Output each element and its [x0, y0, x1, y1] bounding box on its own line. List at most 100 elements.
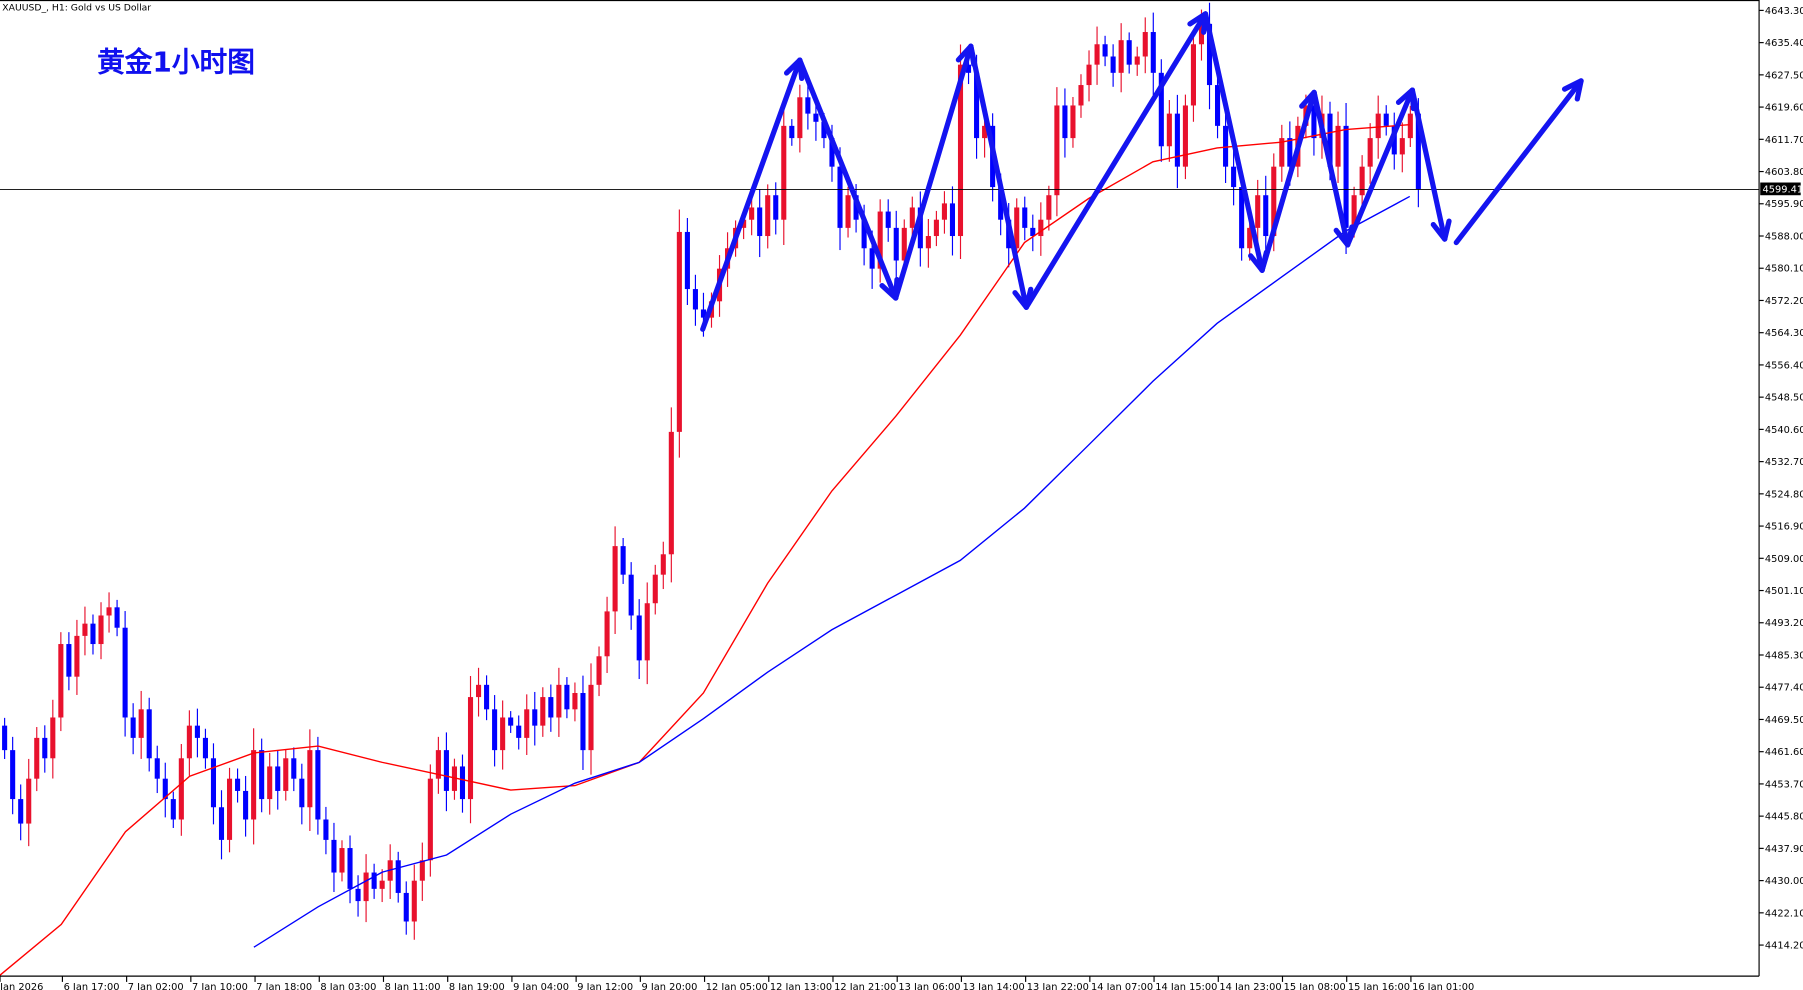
candle-body — [1030, 227, 1036, 237]
candle — [371, 863, 377, 899]
candle — [18, 784, 24, 841]
price-tick-label: 4532.70 — [1765, 457, 1803, 468]
candle-body — [339, 848, 345, 873]
candle-body — [1279, 138, 1285, 167]
candle — [516, 715, 522, 750]
candle — [323, 806, 329, 855]
candle-body — [194, 725, 200, 738]
candle-body — [1367, 138, 1373, 167]
candle-body — [267, 766, 273, 800]
candle — [1046, 185, 1052, 231]
candle-body — [588, 684, 594, 751]
candle-body — [355, 888, 361, 902]
candle — [347, 835, 353, 904]
candle-body — [395, 860, 401, 893]
candle — [243, 775, 249, 837]
candle-body — [1231, 166, 1237, 188]
candle-body — [114, 607, 120, 628]
candle — [419, 842, 425, 901]
candle — [299, 763, 305, 825]
candle-body — [259, 750, 265, 800]
time-tick-label: 7 Jan 02:00 — [128, 982, 184, 990]
candle-body — [564, 684, 570, 710]
candle — [275, 750, 281, 810]
price-tick-label: 4461.60 — [1765, 747, 1803, 758]
candle-body — [1383, 113, 1389, 126]
candle-body — [548, 697, 554, 718]
time-axis[interactable]: 6 Jan 2026 6 Jan 17:00 7 Jan 02:00 7 Jan 10… — [0, 976, 1474, 990]
candle-body — [1086, 64, 1092, 86]
candle-body — [1271, 166, 1277, 237]
candle — [186, 710, 192, 776]
trend-arrow — [1453, 78, 1584, 246]
candle — [1399, 122, 1405, 173]
candle — [484, 675, 490, 721]
candle-body — [146, 709, 152, 759]
arrow-shaft — [700, 57, 803, 332]
candle-body — [58, 644, 64, 718]
candle — [548, 684, 554, 732]
candle — [1086, 50, 1092, 102]
price-tick-label: 4619.60 — [1765, 103, 1803, 114]
time-tick-label: 14 Jan 15:00 — [1155, 982, 1217, 990]
candle-body — [1158, 72, 1164, 147]
drawn-arrows-layer — [700, 11, 1584, 332]
candle-body — [411, 880, 417, 922]
candle — [628, 562, 634, 630]
candle — [532, 691, 538, 746]
candle — [684, 218, 690, 305]
candle — [1383, 105, 1389, 136]
candle — [235, 768, 241, 803]
candle — [604, 596, 610, 673]
candle — [379, 869, 385, 903]
arrow-shaft — [893, 43, 974, 301]
candle — [524, 694, 530, 755]
candle-body — [42, 737, 48, 759]
candle-body — [210, 758, 217, 808]
candle-body — [757, 207, 763, 237]
candle-body — [974, 72, 980, 139]
price-axis[interactable]: 4643.30 4635.40 4627.50 4619.60 4611.70 4603.… — [1759, 6, 1803, 952]
candle — [668, 407, 674, 583]
candle — [170, 791, 176, 828]
candle-body — [170, 799, 176, 820]
candle-body — [1351, 195, 1357, 228]
candle-body — [459, 766, 466, 800]
candle-body — [1054, 105, 1060, 196]
price-tick-label: 4595.90 — [1765, 199, 1803, 210]
candle — [50, 699, 56, 779]
time-tick-label: 12 Jan 13:00 — [770, 982, 832, 990]
candle — [1118, 23, 1124, 93]
candle-body — [34, 737, 40, 779]
candle — [114, 599, 120, 637]
candle — [636, 599, 642, 680]
candle — [588, 663, 594, 775]
candle — [1038, 202, 1044, 256]
candle — [315, 736, 321, 835]
candle-body — [235, 778, 241, 791]
candle — [580, 675, 586, 770]
moving-average-slow-line — [253, 195, 1411, 948]
candle — [1110, 44, 1116, 87]
moving-average-fast-line — [0, 123, 1410, 977]
candle — [692, 274, 698, 326]
candle-body — [1046, 195, 1052, 220]
candle-body — [492, 709, 498, 751]
arrow-shaft — [1409, 87, 1448, 242]
candle — [210, 743, 217, 825]
candle-body — [178, 758, 184, 820]
candle — [10, 736, 16, 815]
candle-body — [66, 644, 72, 677]
candle-body — [580, 693, 586, 751]
candle-body — [1327, 113, 1333, 167]
candle — [82, 606, 88, 656]
candle — [572, 682, 578, 722]
candle — [1166, 100, 1172, 162]
candle — [283, 749, 289, 801]
candle-body — [500, 717, 506, 751]
candle-body — [1255, 195, 1261, 228]
price-tick-label: 4580.10 — [1765, 264, 1803, 275]
time-tick-label: 9 Jan 04:00 — [513, 982, 569, 990]
candle-body — [998, 187, 1004, 220]
